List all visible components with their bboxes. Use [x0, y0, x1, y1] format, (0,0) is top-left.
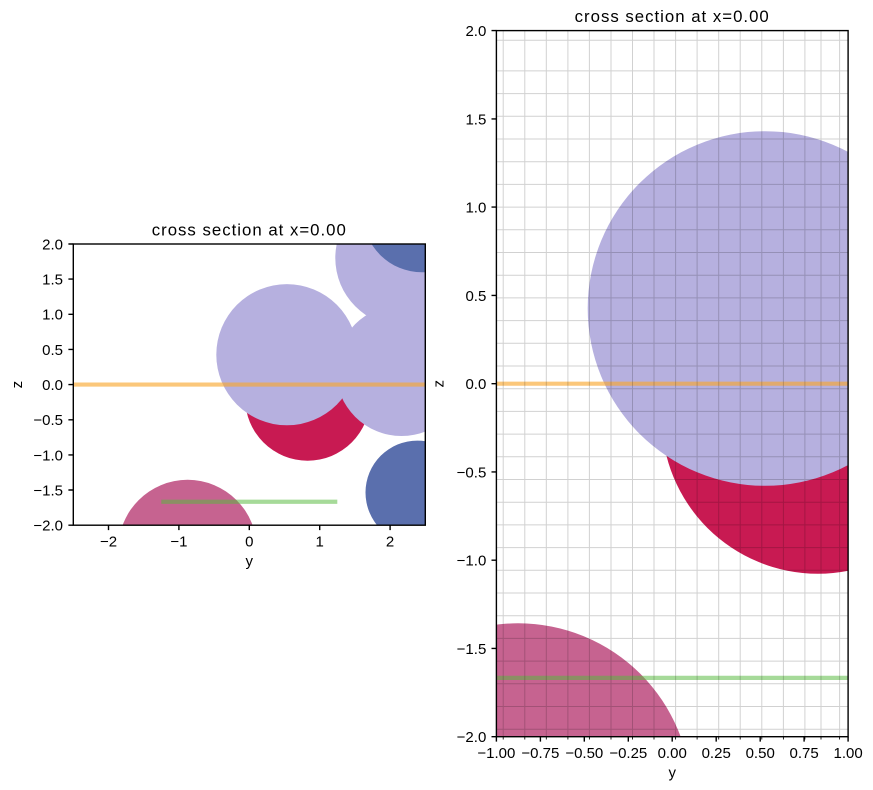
svg-text:0.50: 0.50: [746, 745, 775, 762]
svg-text:1.5: 1.5: [42, 272, 63, 289]
svg-text:2.0: 2.0: [42, 236, 63, 253]
svg-text:z: z: [431, 380, 448, 388]
svg-text:−1.5: −1.5: [33, 482, 63, 499]
svg-text:cross section at x=0.00: cross section at x=0.00: [575, 7, 770, 26]
svg-text:y: y: [668, 765, 676, 782]
svg-text:−1.0: −1.0: [457, 553, 487, 570]
svg-text:z: z: [9, 381, 26, 389]
svg-text:1.00: 1.00: [833, 745, 862, 762]
svg-text:0: 0: [245, 533, 253, 550]
svg-text:1.0: 1.0: [42, 307, 63, 324]
svg-text:2: 2: [386, 533, 394, 550]
svg-text:0.75: 0.75: [789, 745, 818, 762]
svg-text:−0.5: −0.5: [457, 464, 487, 481]
svg-text:−1.0: −1.0: [33, 447, 63, 464]
svg-text:−0.5: −0.5: [33, 412, 63, 429]
svg-text:1.0: 1.0: [465, 200, 486, 217]
svg-text:0.5: 0.5: [465, 288, 486, 305]
svg-text:2.0: 2.0: [465, 23, 486, 40]
svg-text:−2.0: −2.0: [33, 518, 63, 535]
svg-text:1: 1: [316, 533, 324, 550]
svg-text:cross section at x=0.00: cross section at x=0.00: [152, 220, 347, 239]
svg-text:−0.50: −0.50: [565, 745, 603, 762]
svg-text:y: y: [246, 553, 254, 570]
svg-text:0.5: 0.5: [42, 342, 63, 359]
svg-text:−1.5: −1.5: [457, 641, 487, 658]
svg-text:−2: −2: [100, 533, 117, 550]
svg-text:−2.0: −2.0: [457, 729, 487, 746]
svg-text:−0.25: −0.25: [609, 745, 647, 762]
svg-text:−1: −1: [170, 533, 187, 550]
svg-text:0.00: 0.00: [658, 745, 687, 762]
svg-text:0.25: 0.25: [702, 745, 731, 762]
svg-text:0.0: 0.0: [42, 377, 63, 394]
svg-text:0.0: 0.0: [465, 376, 486, 393]
svg-text:1.5: 1.5: [465, 111, 486, 128]
svg-text:−1.00: −1.00: [477, 745, 515, 762]
svg-text:−0.75: −0.75: [521, 745, 559, 762]
